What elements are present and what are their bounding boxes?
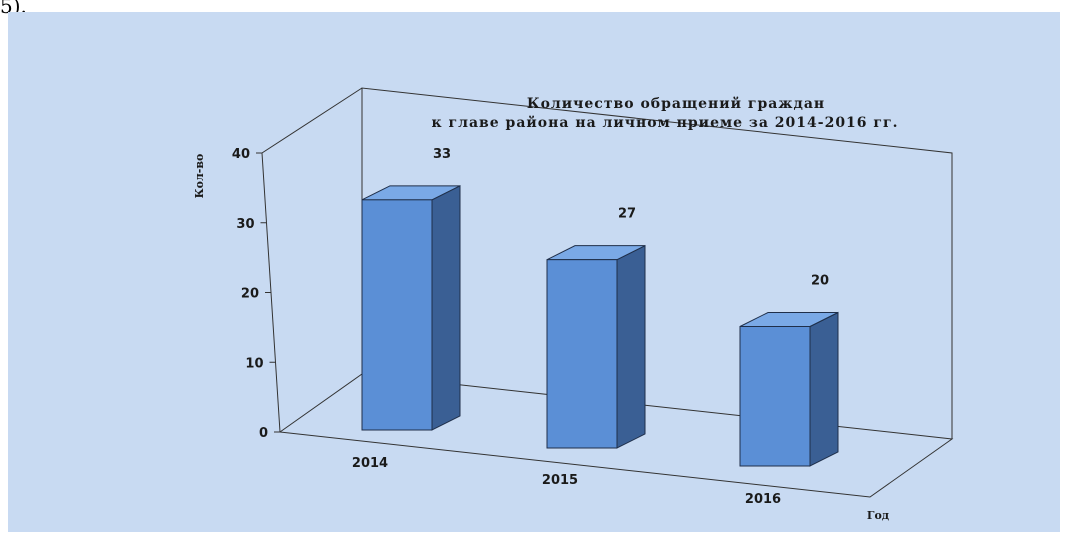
floor-outline [278,373,954,498]
bar-side-face [431,185,461,431]
bar [361,185,461,431]
x-tick-label: 2015 [542,473,578,488]
bar [739,311,839,467]
chart-panel [8,12,1060,532]
bar-side-face [809,311,839,467]
axes-layer: 0 10 20 30 40 [232,87,954,498]
y-tick-label: 20 [241,287,259,302]
labels-layer: 33 2014 27 2015 20 2016 [352,147,829,507]
x-tick-label: 2014 [352,456,388,471]
chart-title: Количество обращений граждан [527,95,825,112]
chart-subtitle: к главе района на личном приеме за 2014-… [432,114,899,131]
side-wall-outline [261,87,363,433]
y-tick-label: 0 [259,426,268,441]
bar-front-face [361,199,433,431]
data-label: 33 [433,147,451,162]
data-label: 27 [618,207,636,222]
x-tick-label: 2016 [745,492,781,507]
bar-front-face [739,326,811,467]
data-label: 20 [811,274,829,289]
bar-front-face [546,259,618,449]
y-tick-label: 30 [236,217,254,232]
y-tick-label: 40 [232,147,250,162]
bar [546,244,646,449]
x-axis-title: Год [867,509,889,522]
y-tick-label: 10 [245,356,263,371]
y-axis-title: Кол-во [193,154,206,199]
bars-layer [361,185,839,467]
bar-side-face [616,244,646,449]
